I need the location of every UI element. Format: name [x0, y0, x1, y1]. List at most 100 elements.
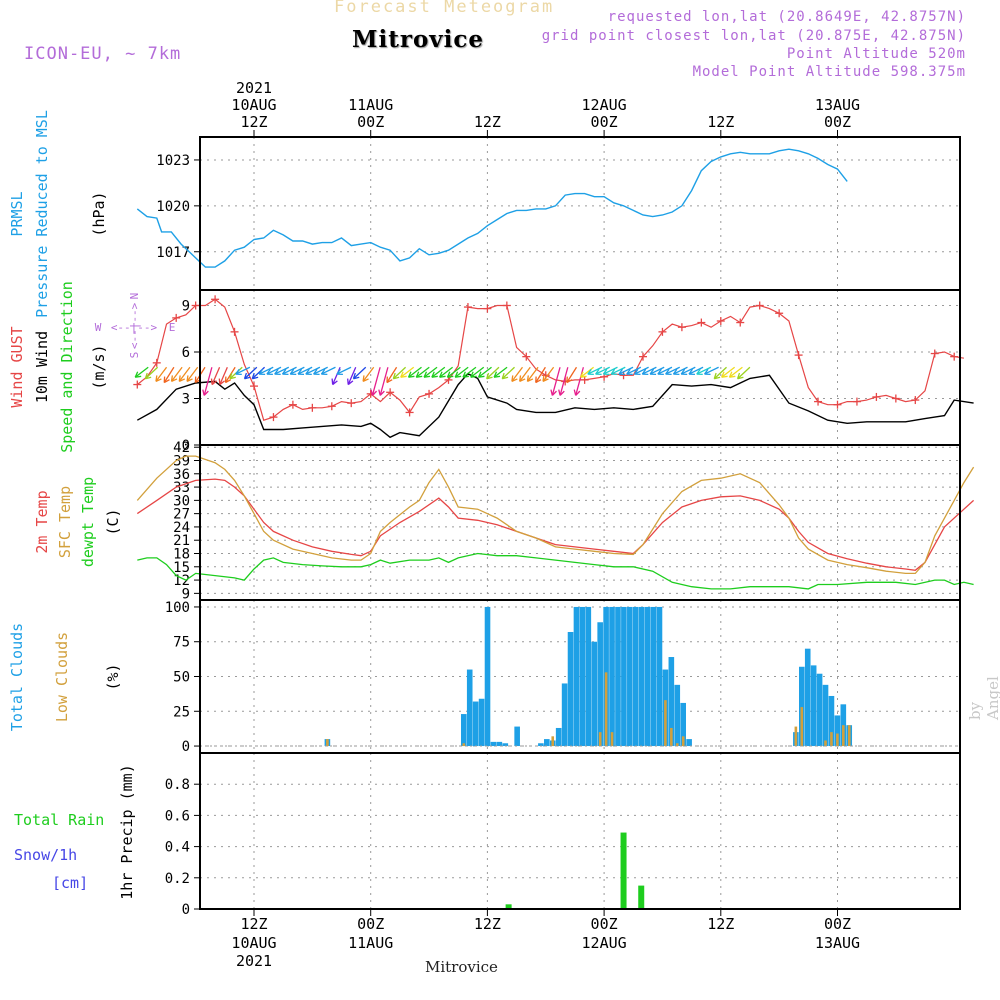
arrow-head — [713, 372, 717, 379]
compass-west: W — [95, 321, 102, 334]
wind-direction-arrow — [202, 367, 213, 396]
total-cloud-bar — [561, 683, 568, 747]
arrow-head — [379, 390, 385, 396]
compass-ns: <--|--> — [128, 302, 141, 349]
wind-panel: 0 3 6 9 — [133, 289, 974, 454]
low-cloud-bar — [824, 740, 827, 747]
wind-direction-arrow — [486, 366, 500, 380]
pressure-label-1: PRMSL — [8, 191, 26, 236]
total-cloud-bar — [804, 648, 811, 747]
arrow-shaft — [447, 366, 461, 378]
arrow-shaft — [297, 366, 313, 375]
arrow-shaft — [211, 366, 221, 385]
arrow-shaft — [235, 366, 251, 375]
arrow-head — [266, 368, 271, 375]
arrow-head — [371, 390, 378, 396]
arrow-head — [186, 375, 189, 382]
arrow-head — [416, 375, 423, 378]
total-cloud-bar — [799, 666, 805, 747]
arrow-head — [626, 368, 631, 375]
wind-direction-arrow — [446, 366, 461, 378]
arrow-head — [186, 378, 193, 382]
y-tick-label: 9 — [182, 586, 190, 602]
low-cloud-bar — [551, 736, 555, 747]
arrow-shaft — [486, 366, 500, 380]
arrow-shaft — [511, 366, 524, 382]
arrow-shaft — [266, 366, 282, 375]
arrow-shaft — [551, 367, 561, 396]
arrow-head — [155, 375, 158, 382]
arrow-head — [558, 389, 561, 396]
bottom-hour-label: 00Z — [824, 915, 851, 933]
clouds-label-1: Total Clouds — [8, 623, 26, 731]
credit-watermark: by Angel — [966, 676, 1000, 720]
top-hour-label: 00Z — [824, 113, 851, 131]
wind-direction-arrow — [400, 366, 415, 378]
arrow-head — [144, 372, 148, 379]
wind-direction-arrow — [407, 366, 422, 378]
wind-direction-arrow — [696, 366, 712, 376]
wind-direction-arrow — [704, 366, 719, 376]
wind-direction-arrow — [170, 366, 183, 382]
arrow-shaft — [431, 366, 446, 378]
top-hour-label: 00Z — [357, 113, 384, 131]
total-cloud-bar — [615, 606, 621, 747]
wind-direction-arrow — [370, 367, 381, 396]
total-cloud-bar — [466, 669, 473, 747]
arrow-shaft — [251, 366, 266, 380]
wind-label-1: Wind GUST — [8, 326, 26, 407]
arrow-shaft — [680, 366, 696, 375]
total-cloud-bar — [686, 739, 692, 747]
arrow-shaft — [178, 366, 191, 382]
point-altitude: Point Altitude 520m — [786, 46, 966, 62]
wind-frame — [199, 289, 961, 446]
total-cloud-bar — [638, 606, 645, 747]
arrow-head — [218, 378, 221, 385]
bottom-hour-label: 00Z — [357, 915, 384, 933]
arrow-head — [633, 368, 639, 375]
arrow-head — [407, 371, 412, 378]
bottom-date-label: 11AUG — [348, 934, 393, 952]
arrow-shaft — [144, 366, 159, 380]
arrow-head — [439, 375, 446, 378]
wind-direction-arrow — [362, 366, 375, 382]
top-hour-label: 12Z — [240, 113, 267, 131]
model-point-altitude: Model Point Altitude 598.375m — [692, 64, 966, 80]
arrow-shaft — [649, 366, 665, 375]
wind-direction-arrow — [657, 366, 673, 376]
wind-line — [136, 372, 974, 439]
arrow-shaft — [519, 366, 531, 382]
arrow-head — [332, 380, 338, 386]
arrow-head — [573, 389, 577, 396]
arrow-shaft — [379, 367, 389, 396]
chart-title: Forecast Meteogram — [334, 0, 555, 17]
pressure-line — [136, 148, 848, 268]
gridpoint-coords: grid point closest lon,lat (20.875E, 42.… — [541, 28, 966, 44]
arrow-shaft — [224, 366, 236, 383]
total-cloud-bar — [674, 684, 681, 747]
arrow-head — [551, 390, 557, 396]
wind-direction-arrow — [243, 366, 258, 380]
rain-label: Total Rain — [14, 811, 104, 829]
arrow-shaft — [282, 366, 297, 375]
bottom-date-label: 12AUG — [582, 934, 627, 952]
arrow-head — [704, 368, 709, 375]
arrow-head — [243, 372, 248, 379]
arrow-shaft — [729, 366, 743, 378]
wind-direction-arrow — [602, 366, 618, 376]
wind-direction-arrow — [610, 366, 626, 376]
y-tick-label: 30 — [173, 493, 190, 509]
wind-direction-arrow — [542, 366, 555, 382]
total-cloud-bar — [834, 715, 841, 747]
bottom-year-label: 2021 — [236, 952, 272, 970]
arrow-head — [595, 368, 600, 375]
wind-direction-arrow — [550, 367, 561, 396]
wind-direction-arrow — [144, 366, 159, 380]
arrow-head — [145, 376, 152, 380]
arrow-head — [462, 371, 466, 378]
arrow-shaft — [665, 366, 681, 375]
arrow-shaft — [392, 366, 407, 380]
arrow-shaft — [493, 366, 508, 378]
arrow-head — [289, 368, 295, 375]
arrow-head — [721, 371, 725, 378]
